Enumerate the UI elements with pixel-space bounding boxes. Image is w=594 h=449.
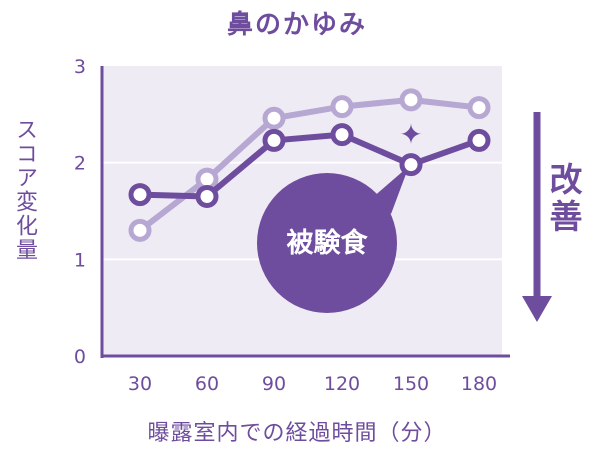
data-point: [330, 95, 354, 119]
data-point: [262, 106, 286, 130]
sparkle-icon: ✦: [399, 118, 422, 151]
y-tick-label: 2: [74, 153, 86, 175]
x-tick-label: 180: [461, 373, 497, 395]
x-tick-label: 150: [393, 373, 429, 395]
y-axis-label: スコア変化量: [12, 118, 37, 262]
callout-label: 被験食: [287, 227, 369, 259]
data-point: [128, 183, 152, 207]
data-point: [195, 185, 219, 208]
y-tick-label: 1: [74, 249, 86, 271]
x-tick-label: 60: [195, 373, 219, 395]
improvement-label: 改善: [544, 162, 583, 236]
data-point: [330, 123, 354, 147]
data-point: [399, 153, 423, 177]
x-axis-label: 曝露室内での経過時間（分）: [147, 421, 447, 446]
data-point: [467, 96, 491, 120]
chart-title: 鼻のかゆみ: [226, 10, 367, 40]
x-tick-label: 120: [324, 373, 360, 395]
improvement-arrow-head: [522, 296, 552, 322]
x-tick-label: 30: [128, 373, 152, 395]
y-tick-label: 0: [74, 346, 86, 368]
data-point: [399, 88, 423, 112]
data-point: [128, 218, 152, 242]
data-point: [262, 128, 286, 152]
y-tick-label: 3: [74, 56, 86, 78]
x-tick-label: 90: [262, 373, 286, 395]
callout-bubble: [257, 173, 397, 313]
data-point: [467, 128, 491, 152]
